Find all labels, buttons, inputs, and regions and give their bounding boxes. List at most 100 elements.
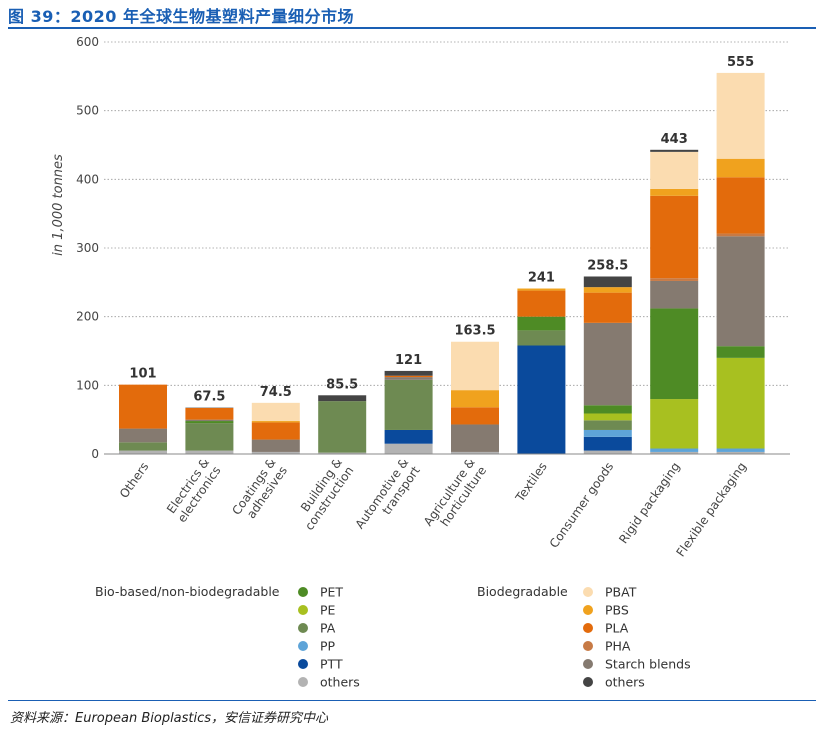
x-tick-label: Textiles	[512, 460, 550, 505]
y-tick-label: 100	[76, 378, 99, 392]
bar-segment	[583, 405, 632, 414]
bar-segment	[716, 236, 765, 347]
bar-segment	[716, 357, 765, 449]
legend-entry: PLA	[605, 621, 629, 636]
x-tick-label: Automotive &transport	[352, 455, 422, 539]
bar-segment	[517, 345, 566, 454]
y-tick-label: 500	[76, 104, 99, 118]
bar-stack	[384, 370, 433, 454]
bar-segment	[384, 429, 433, 444]
bar-segment	[318, 401, 367, 453]
source-rule	[8, 700, 816, 701]
bar-totals: 101 67.5 74.5 85.5 121 163.5 241 258.5 443 555	[129, 55, 754, 405]
bar-segment	[318, 452, 367, 454]
bar-segment	[384, 379, 433, 430]
x-axis-ticks: Others Electrics &electronics Coatings &ad…	[117, 455, 749, 560]
bar-segment	[583, 429, 632, 437]
bar-segment	[517, 290, 566, 317]
bar-total-label: 67.5	[193, 390, 225, 405]
bar-segment	[650, 451, 699, 454]
bar-segment	[650, 151, 699, 189]
legend-swatch	[583, 641, 593, 651]
bar-segment	[251, 402, 300, 422]
bar-segment	[716, 177, 765, 234]
bar-segment	[451, 424, 499, 452]
bar-total-label: 121	[395, 353, 422, 368]
bar-total-label: 555	[727, 55, 754, 70]
bar-segment	[650, 195, 699, 279]
bar-segment	[185, 419, 234, 422]
legend-entry: PE	[320, 603, 336, 618]
y-axis-label: in 1,000 tonnes	[51, 154, 66, 256]
bar-segment	[517, 316, 566, 331]
figure-title: 图 39：2020 年全球生物基塑料产量细分市场	[8, 7, 354, 26]
legend-swatch	[583, 605, 593, 615]
bar-segment	[650, 280, 699, 309]
bar-total-label: 258.5	[587, 258, 628, 273]
bar-stack	[583, 276, 632, 454]
x-tick-label: Agriculture &horticulture	[421, 456, 489, 537]
bar-segment	[185, 407, 234, 420]
bar-segment	[119, 384, 167, 429]
legend-entry: others	[320, 675, 360, 690]
bar-segment	[251, 439, 300, 452]
legend-entry: PET	[320, 585, 343, 600]
legend-entry: PP	[320, 639, 336, 654]
x-tick-label: Electrics &electronics	[163, 456, 223, 525]
legend-swatch	[298, 623, 308, 633]
bar-segment	[451, 407, 499, 425]
legend: Bio-based/non-biodegradable PET PE PA PP PTT o…	[95, 584, 691, 690]
bar-segment	[384, 375, 433, 378]
legend-swatch	[298, 659, 308, 669]
bar-segment	[716, 233, 765, 237]
title-rule	[8, 27, 816, 29]
bar-segment	[650, 448, 699, 452]
y-tick-label: 200	[76, 310, 99, 324]
x-tick-label: Flexible packaging	[673, 460, 749, 560]
bar-segment	[185, 423, 234, 451]
bar-segment	[583, 450, 632, 454]
bar-segment	[650, 278, 699, 281]
bar-segment	[716, 448, 765, 452]
bar-stack	[451, 341, 499, 454]
bar-segment	[650, 188, 699, 196]
bars	[119, 72, 765, 454]
bar-segment	[251, 421, 300, 423]
bar-segment	[251, 422, 300, 440]
bar-segment	[517, 330, 566, 346]
legend-swatch	[583, 659, 593, 669]
bar-segment	[650, 149, 699, 152]
legend-entry: PA	[320, 621, 336, 636]
y-tick-label: 600	[76, 35, 99, 49]
y-axis-ticks: 0 100 200 300 400 500 600	[76, 35, 99, 461]
bar-segment	[716, 451, 765, 454]
bar-segment	[583, 322, 632, 406]
legend-entry: others	[605, 675, 645, 690]
x-tick-label: Building &construction	[291, 456, 357, 533]
x-tick-label: Others	[117, 460, 152, 501]
bar-stack	[119, 384, 167, 454]
bar-total-label: 101	[129, 367, 156, 382]
y-tick-label: 300	[76, 241, 99, 255]
bar-segment	[384, 377, 433, 380]
bar-stack	[185, 407, 234, 454]
x-tick-label: Coatings &adhesives	[229, 456, 290, 526]
bar-segment	[451, 341, 499, 391]
bar-stack	[251, 402, 300, 454]
bar-segment	[119, 428, 167, 443]
legend-entry: PBAT	[605, 585, 637, 600]
bar-segment	[185, 421, 234, 424]
x-tick-label: Consumer goods	[547, 460, 617, 551]
bar-segment	[650, 308, 699, 400]
legend-swatch	[583, 623, 593, 633]
bar-stack	[318, 395, 367, 454]
y-tick-label: 400	[76, 172, 99, 186]
y-tick-label: 0	[91, 447, 99, 461]
bar-segment	[583, 413, 632, 421]
bar-segment	[251, 451, 300, 454]
bar-segment	[119, 442, 167, 451]
bar-segment	[119, 450, 167, 454]
bar-segment	[583, 287, 632, 293]
bar-segment	[583, 420, 632, 430]
legend-entry: Starch blends	[605, 657, 691, 672]
